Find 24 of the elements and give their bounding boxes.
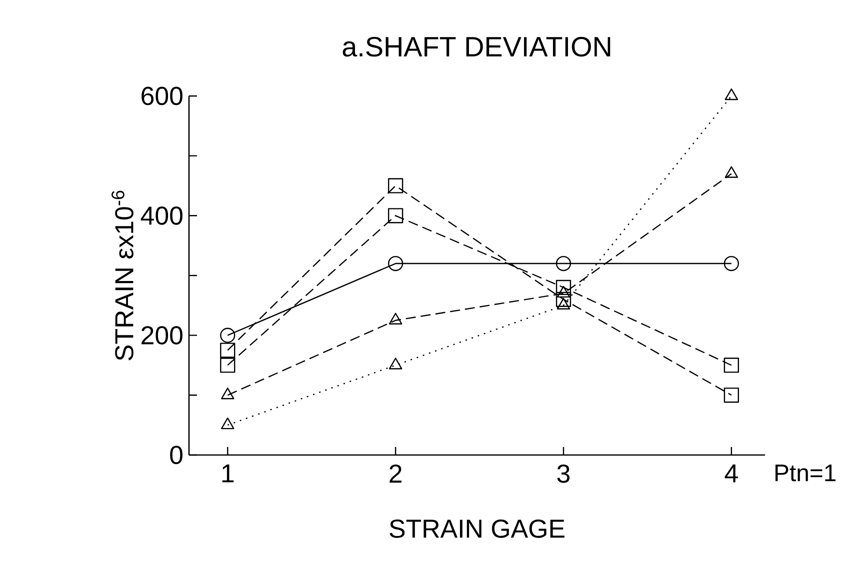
y-tick-label: 400 [140, 206, 182, 225]
x-tick-label: 1 [222, 464, 234, 482]
point [388, 208, 404, 224]
point [724, 358, 739, 373]
x-axis-title: STRAIN GAGE [390, 520, 564, 538]
point [724, 388, 739, 403]
y-tick-label: 200 [142, 326, 182, 344]
point [220, 342, 236, 358]
y-axis-title: STRAIN εx10$^{-6}$ [112, 190, 134, 360]
point [724, 256, 739, 272]
point [220, 358, 236, 373]
x-tick-label: 4 [724, 464, 738, 482]
point [220, 328, 236, 343]
point [556, 256, 572, 272]
point [388, 256, 404, 272]
point [556, 292, 572, 307]
x-tick-label: 3 [557, 464, 570, 483]
chart-title: a.SHAFT DEVIATION [342, 36, 610, 57]
y-tick-label: 600 [142, 86, 182, 106]
point [388, 178, 404, 194]
text: Ptn=1 [776, 464, 836, 482]
point [556, 280, 572, 296]
y-tick-label: 0 [170, 446, 182, 464]
x-tick-label: 2 [390, 464, 402, 483]
